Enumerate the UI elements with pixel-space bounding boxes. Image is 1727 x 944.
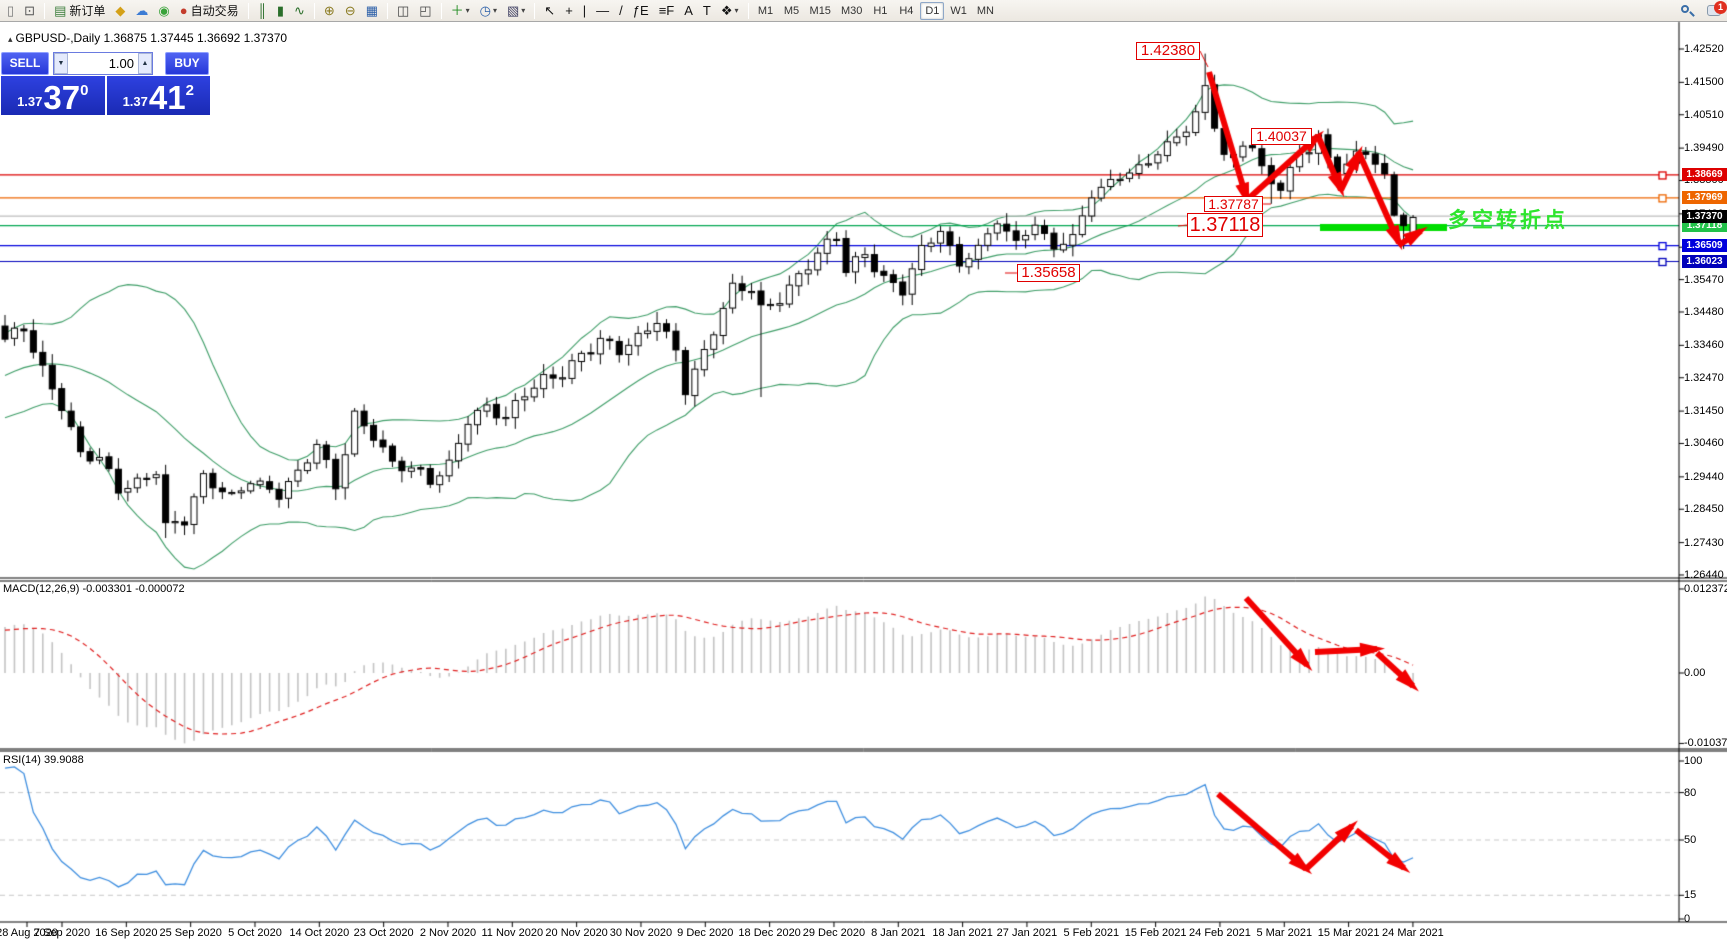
price-axis-tick: 1.26440: [1684, 568, 1724, 581]
chart-title: ▴ GBPUSD-,Daily 1.36875 1.37445 1.36692 1…: [8, 31, 288, 45]
date-axis-label: 29 Dec 2020: [802, 927, 866, 939]
price-line-axis-label: 1.36023: [1682, 255, 1727, 269]
date-axis-label: 2 Nov 2020: [419, 927, 477, 939]
price-line-axis-label: 1.36509: [1682, 239, 1727, 253]
date-axis-label: 30 Nov 2020: [609, 927, 673, 939]
date-axis-label: 8 Jan 2021: [871, 927, 926, 939]
sell-price-small: 1.37: [17, 94, 43, 109]
sell-button[interactable]: SELL: [1, 52, 49, 75]
symbol-marker-icon: ▴: [8, 34, 13, 44]
price-callout[interactable]: 1.42380: [1136, 42, 1200, 60]
sell-price-sup: 0: [80, 82, 89, 99]
one-click-trade-panel: SELL ▼ ▲ BUY 1.37 37 0 1.37 41 2: [1, 52, 210, 115]
price-axis-tick: 1.29440: [1684, 470, 1724, 483]
price-axis-tick: 1.39490: [1684, 142, 1724, 155]
date-axis-label: 11 Nov 2020: [481, 927, 544, 939]
price-axis-tick: 1.40510: [1684, 108, 1724, 121]
buy-button[interactable]: BUY: [165, 52, 209, 75]
macd-axis-tick: 0.00: [1684, 667, 1706, 679]
date-axis-label: 25 Sep 2020: [159, 927, 222, 939]
buy-price-big: 41: [148, 79, 186, 116]
macd-axis-tick: -0.010374: [1684, 737, 1727, 750]
price-axis-tick: 1.32470: [1684, 371, 1724, 384]
price-callout[interactable]: 1.35658: [1017, 264, 1080, 282]
rsi-axis-tick: 80: [1684, 786, 1697, 799]
price-line-axis-label: 1.38669: [1682, 168, 1727, 182]
date-axis-label: 20 Nov 2020: [545, 927, 608, 939]
date-axis-label: 18 Jan 2021: [932, 927, 993, 939]
current-price-axis-label: 1.37370: [1682, 209, 1727, 223]
price-axis-tick: 1.42520: [1684, 43, 1724, 55]
turning-point-note[interactable]: 多空转折点: [1448, 209, 1568, 232]
date-axis-label: 27 Jan 2021: [996, 927, 1058, 939]
price-axis-tick: 1.35470: [1684, 273, 1724, 286]
date-axis-label: 18 Dec 2020: [738, 927, 801, 939]
date-axis-label: 15 Feb 2021: [1124, 927, 1187, 939]
volume-down-button[interactable]: ▼: [54, 53, 68, 74]
date-axis-label: 23 Oct 2020: [353, 927, 414, 939]
price-axis-tick: 1.30460: [1684, 437, 1724, 450]
macd-label: MACD(12,26,9) -0.003301 -0.000072: [3, 583, 185, 595]
rsi-axis-tick: 0: [1684, 913, 1691, 925]
price-callout[interactable]: 1.37787: [1204, 196, 1263, 212]
date-axis-label: 28 Aug 2020: [0, 927, 58, 939]
date-axis-label: 15 Mar 2021: [1317, 927, 1380, 939]
buy-price-display[interactable]: 1.37 41 2: [106, 76, 210, 116]
price-callout[interactable]: 1.37118: [1187, 213, 1263, 237]
volume-input[interactable]: [68, 53, 138, 74]
buy-price-sup: 2: [185, 82, 194, 99]
price-axis-tick: 1.31450: [1684, 405, 1724, 418]
price-axis-tick: 1.34480: [1684, 305, 1724, 318]
price-axis-tick: 1.33460: [1684, 339, 1724, 352]
date-axis-label: 9 Dec 2020: [677, 927, 734, 939]
sell-price-display[interactable]: 1.37 37 0: [1, 76, 107, 115]
date-axis-label: 16 Sep 2020: [95, 927, 158, 939]
rsi-label: RSI(14) 39.9088: [3, 754, 84, 766]
price-axis-tick: 1.41500: [1684, 76, 1724, 89]
price-line-axis-label: 1.37969: [1682, 191, 1727, 205]
date-axis-label: 24 Feb 2021: [1189, 927, 1251, 939]
date-axis-label: 5 Mar 2021: [1256, 927, 1313, 939]
date-axis-label: 5 Oct 2020: [228, 927, 282, 939]
date-axis-label: 14 Oct 2020: [289, 927, 350, 939]
volume-up-button[interactable]: ▲: [138, 53, 152, 74]
volume-stepper: ▼ ▲: [53, 52, 153, 75]
price-axis-tick: 1.27430: [1684, 536, 1724, 549]
price-callout[interactable]: 1.40037: [1251, 128, 1312, 145]
price-axis-tick: 1.28450: [1684, 503, 1724, 516]
date-axis-label: 5 Feb 2021: [1063, 927, 1120, 939]
date-axis-label: 7 Sep 2020: [33, 927, 91, 939]
sell-price-big: 37: [43, 79, 81, 116]
buy-price-small: 1.37: [122, 94, 148, 109]
macd-axis-tick: 0.012372: [1684, 582, 1727, 595]
rsi-axis-tick: 15: [1684, 889, 1697, 902]
rsi-axis-tick: 50: [1684, 834, 1697, 846]
date-axis-label: 24 Mar 2021: [1382, 927, 1444, 939]
rsi-axis-tick: 100: [1684, 755, 1703, 767]
